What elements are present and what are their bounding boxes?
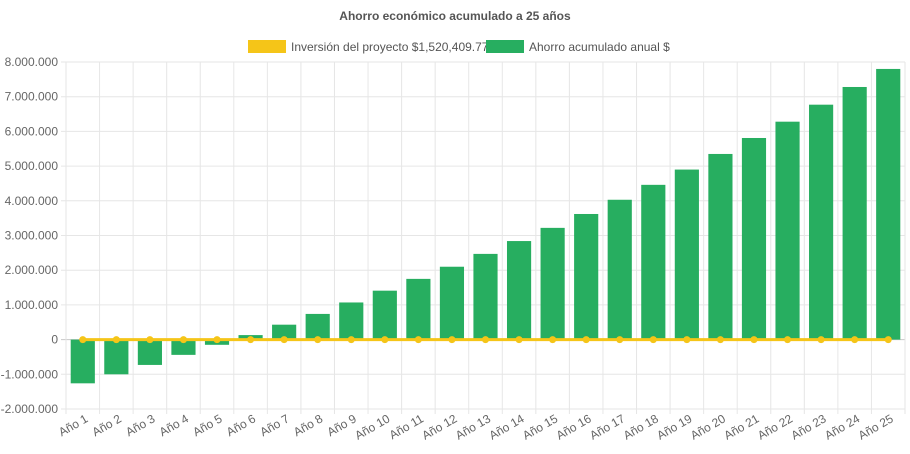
line-investment	[79, 336, 892, 344]
bar[interactable]	[70, 339, 95, 384]
bar[interactable]	[439, 266, 465, 340]
x-tick-label: Año 20	[688, 411, 728, 442]
y-tick-label: 1.000.000	[5, 298, 59, 312]
line-point[interactable]	[817, 336, 825, 344]
x-tick-label: Año 18	[621, 411, 661, 442]
line-point[interactable]	[851, 336, 859, 344]
line-point[interactable]	[314, 336, 322, 344]
line-point[interactable]	[414, 336, 422, 344]
x-tick-label: Año 1	[56, 411, 90, 439]
x-tick-label: Año 25	[856, 411, 896, 442]
bar[interactable]	[305, 313, 330, 340]
line-point[interactable]	[213, 336, 221, 344]
x-tick-label: Año 10	[352, 411, 392, 442]
line-point[interactable]	[750, 336, 758, 344]
x-tick-label: Año 23	[789, 411, 829, 442]
y-tick-label: 0	[51, 333, 58, 347]
line-point[interactable]	[884, 336, 892, 344]
bar[interactable]	[406, 278, 431, 340]
line-point[interactable]	[482, 336, 489, 344]
line-point[interactable]	[448, 336, 456, 344]
x-tick-label: Año 16	[554, 411, 594, 442]
line-point[interactable]	[716, 336, 724, 344]
line-point[interactable]	[683, 336, 691, 344]
legend-label-investment: Inversión del proyecto $1,520,409.77	[291, 40, 489, 54]
line-point[interactable]	[582, 336, 590, 344]
line-point[interactable]	[79, 336, 87, 344]
x-tick-label: Año 4	[157, 411, 191, 439]
bar[interactable]	[171, 339, 196, 355]
line-point[interactable]	[280, 336, 288, 344]
bar[interactable]	[809, 104, 834, 340]
bar[interactable]	[708, 153, 733, 340]
bar[interactable]	[741, 137, 767, 340]
y-tick-label: 3.000.000	[5, 229, 59, 243]
x-tick-label: Año 24	[822, 411, 862, 442]
legend-swatch-savings	[486, 40, 524, 53]
bar[interactable]	[372, 290, 397, 340]
x-tick-label: Año 3	[123, 411, 157, 439]
bar[interactable]	[137, 339, 162, 365]
bar[interactable]	[574, 213, 599, 340]
legend: Inversión del proyecto $1,520,409.77 Aho…	[248, 40, 670, 54]
line-point[interactable]	[649, 336, 657, 344]
bar[interactable]	[775, 121, 800, 340]
bar[interactable]	[104, 339, 129, 375]
x-tick-label: Año 21	[722, 411, 762, 442]
x-axis-ticks: Año 1 Año 2 Año 3 Año 4 Año 5 Año 6 Año 7 Año 8…	[56, 411, 896, 442]
line-point[interactable]	[112, 336, 120, 344]
grid	[61, 61, 906, 414]
x-tick-label: Año 12	[419, 411, 459, 442]
y-tick-label: -1.000.000	[1, 367, 59, 381]
legend-swatch-investment	[248, 40, 286, 53]
bar[interactable]	[272, 324, 297, 340]
bar[interactable]	[842, 86, 867, 340]
legend-item-savings[interactable]: Ahorro acumulado anual $	[486, 40, 670, 54]
bar[interactable]	[607, 199, 632, 340]
x-tick-label: Año 15	[520, 411, 560, 442]
y-tick-label: 7.000.000	[5, 90, 59, 104]
chart-title: Ahorro económico acumulado a 25 años	[339, 9, 571, 23]
bar[interactable]	[506, 241, 532, 340]
x-tick-label: Año 14	[487, 411, 527, 442]
legend-item-investment[interactable]: Inversión del proyecto $1,520,409.77	[248, 40, 489, 54]
y-axis-ticks: -2.000.000 -1.000.000 0 1.000.000 2.000.000 3…	[1, 55, 59, 416]
y-tick-label: 8.000.000	[5, 55, 59, 69]
line-point[interactable]	[515, 336, 523, 344]
x-tick-label: Año 6	[224, 411, 258, 439]
bar[interactable]	[876, 68, 901, 340]
bar[interactable]	[473, 253, 498, 340]
bar[interactable]	[339, 302, 364, 340]
y-tick-label: 2.000.000	[5, 263, 59, 277]
y-tick-label: 5.000.000	[5, 159, 59, 173]
x-tick-label: Año 19	[654, 411, 694, 442]
legend-label-savings: Ahorro acumulado anual $	[529, 40, 670, 54]
y-tick-label: 4.000.000	[5, 194, 59, 208]
line-point[interactable]	[616, 336, 624, 344]
x-tick-label: Año 5	[190, 411, 224, 439]
x-tick-label: Año 7	[257, 411, 291, 439]
line-point[interactable]	[146, 336, 154, 344]
bar[interactable]	[641, 184, 666, 340]
bar[interactable]	[674, 169, 699, 340]
x-tick-label: Año 8	[291, 411, 325, 439]
line-point[interactable]	[549, 336, 557, 344]
line-point[interactable]	[179, 336, 187, 344]
x-tick-label: Año 2	[90, 411, 124, 439]
x-tick-label: Año 13	[453, 411, 493, 442]
x-tick-label: Año 17	[587, 411, 627, 442]
line-point[interactable]	[247, 336, 255, 344]
bars-savings	[70, 68, 901, 384]
line-point[interactable]	[381, 336, 389, 344]
x-tick-label: Año 22	[755, 411, 795, 442]
bar[interactable]	[540, 227, 565, 340]
x-tick-label: Año 11	[387, 411, 426, 442]
line-point[interactable]	[784, 336, 792, 344]
line-point[interactable]	[347, 336, 355, 344]
y-tick-label: -2.000.000	[1, 402, 59, 416]
y-tick-label: 6.000.000	[5, 124, 59, 138]
